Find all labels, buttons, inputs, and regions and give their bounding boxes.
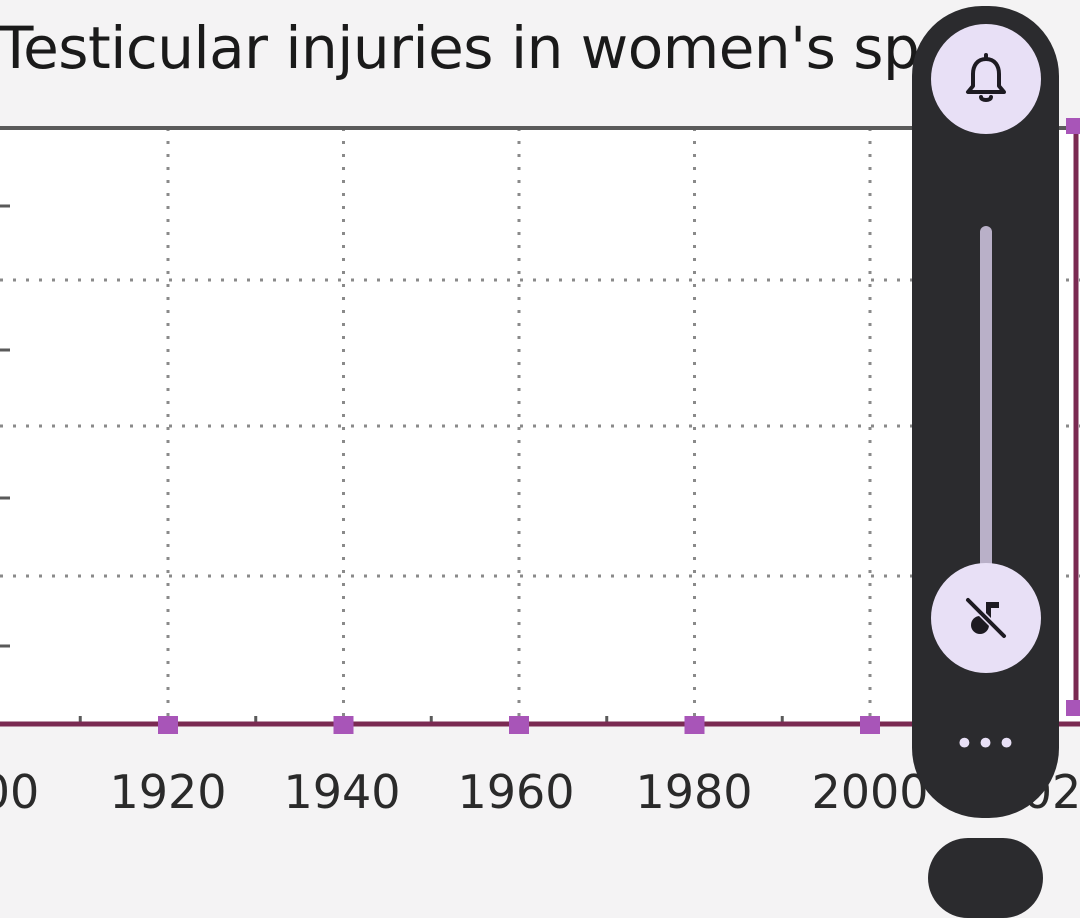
media-volume-button[interactable] [931,563,1041,673]
chart: 001920194019601980200002 [0,118,1080,819]
x-tick-label: 2000 [811,765,928,819]
volume-slider[interactable] [980,226,992,606]
data-point [509,716,529,734]
x-tick-label: 1960 [457,765,574,819]
more-options-button[interactable]: ••• [954,724,1018,764]
music-off-icon [964,596,1008,640]
data-point [684,716,705,734]
chart-svg: 001920194019601980200002 [0,118,1080,819]
data-point [333,716,354,734]
data-point [1066,118,1080,134]
x-tick-label: 1920 [109,765,226,819]
data-point [158,716,178,734]
page-title: Testicular injuries in women's sp [0,14,920,82]
ringer-mode-button[interactable] [931,24,1041,134]
data-point [1066,700,1080,716]
secondary-panel [928,838,1043,918]
volume-panel: ••• [912,6,1059,818]
bell-icon [966,53,1006,102]
data-point [860,716,880,734]
x-tick-label: 1940 [283,765,400,819]
x-tick-label: 1980 [635,765,752,819]
x-tick-label: 00 [0,765,39,819]
